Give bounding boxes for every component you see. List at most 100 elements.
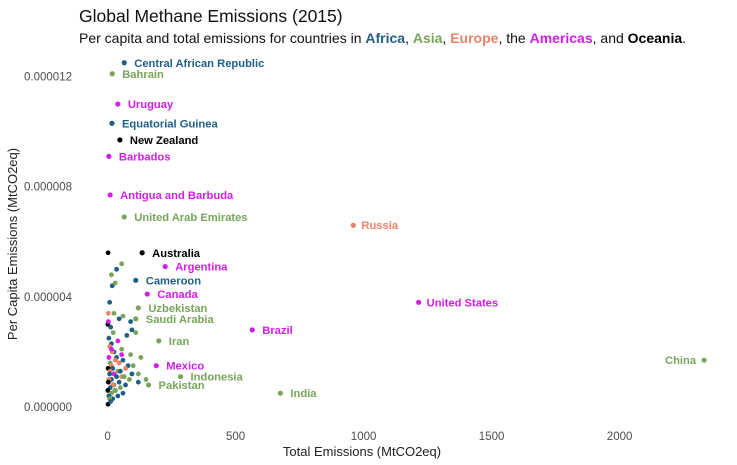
data-point [145, 382, 152, 388]
data-point [121, 374, 127, 380]
data-point [106, 355, 112, 360]
data-point [249, 327, 255, 333]
subtitle-sep: , [405, 30, 413, 46]
x-tick-label: 0 [104, 431, 110, 443]
data-point [119, 346, 125, 352]
data-point [120, 390, 126, 396]
data-point [701, 357, 707, 363]
subtitle-suffix: . [682, 30, 687, 46]
data-point [143, 377, 149, 382]
data-point [116, 360, 122, 366]
data-point [107, 299, 113, 305]
point-label: Pakistan [159, 380, 205, 392]
y-tick-label: 0.000000 [24, 402, 72, 414]
data-point [133, 330, 139, 336]
y-tick-label: 0.000012 [24, 72, 72, 84]
data-point [162, 263, 168, 270]
data-point [106, 153, 112, 159]
subtitle-sep: , the [498, 30, 530, 46]
x-axis-ticks: 0 500 1000 1500 2000 [104, 431, 632, 443]
data-point [114, 266, 119, 272]
data-point [109, 120, 115, 126]
point-label: Indonesia [191, 372, 244, 384]
data-point [119, 352, 125, 358]
point-label: Argentina [175, 262, 228, 274]
data-point [123, 382, 128, 388]
data-point [126, 377, 132, 382]
point-label: Uruguay [128, 99, 174, 111]
y-axis-ticks: 0.000000 0.000004 0.000008 0.000012 [24, 72, 73, 414]
data-point [107, 192, 113, 198]
data-point [130, 363, 136, 369]
data-point [139, 250, 145, 256]
point-label: China [665, 355, 697, 367]
point-label: Uzbekistan [148, 303, 207, 315]
data-point [350, 222, 356, 228]
data-point [109, 283, 115, 289]
data-point [129, 327, 135, 333]
x-tick-label: 1000 [351, 431, 377, 443]
point-label: Iran [169, 336, 190, 348]
point-label: Brazil [262, 325, 292, 337]
data-point [108, 399, 114, 404]
data-point [277, 390, 283, 396]
data-point [135, 379, 141, 385]
data-point [156, 338, 162, 344]
data-point [105, 250, 111, 256]
point-label: United States [427, 297, 499, 309]
point-label: Mexico [166, 361, 204, 373]
y-tick-label: 0.000004 [24, 292, 73, 304]
subtitle-prefix: Per capita and total emissions for count… [79, 30, 366, 46]
data-point [105, 379, 111, 385]
data-point [115, 393, 121, 399]
point-label: Canada [157, 289, 198, 301]
x-axis-title: Total Emissions (MtCO2eq) [283, 444, 441, 459]
point-label: United Arab Emirates [134, 212, 247, 224]
data-point [133, 316, 139, 322]
subtitle-region-americas: Americas [529, 30, 593, 46]
subtitle-region-asia: Asia [412, 30, 443, 46]
data-point [177, 374, 184, 380]
data-point [116, 316, 122, 322]
x-tick-label: 2000 [607, 431, 633, 443]
x-tick-label: 1500 [479, 431, 505, 443]
data-points [105, 60, 707, 407]
data-point [135, 305, 141, 311]
subtitle-sep: , [442, 30, 451, 46]
subtitle-region-oceania: Oceania [627, 30, 683, 46]
data-point [120, 357, 126, 363]
data-point [111, 310, 117, 316]
point-label: Saudi Arabia [146, 314, 215, 326]
data-point [105, 388, 111, 393]
data-point [416, 299, 422, 305]
data-point [133, 277, 139, 283]
point-label: New Zealand [130, 135, 199, 147]
data-point [129, 371, 135, 377]
point-label: Barbados [119, 151, 171, 163]
point-label: India [290, 388, 317, 400]
point-label: Australia [152, 248, 201, 260]
data-point [110, 330, 116, 336]
data-point [153, 363, 159, 369]
data-point [108, 324, 114, 330]
data-point [124, 332, 130, 338]
point-label: Cameroon [146, 275, 201, 287]
data-point [109, 272, 114, 278]
data-point [114, 374, 119, 380]
chart-subtitle: Per capita and total emissions for count… [79, 30, 686, 46]
point-label: Antigua and Barbuda [120, 190, 234, 202]
data-point [107, 371, 113, 377]
subtitle-region-africa: Africa [365, 30, 406, 46]
data-point [109, 71, 115, 77]
data-point [109, 346, 114, 352]
data-point [115, 338, 121, 344]
chart-title: Global Methane Emissions (2015) [79, 6, 343, 26]
subtitle-sep: , and [592, 30, 628, 46]
data-point [121, 214, 127, 220]
data-point [106, 335, 112, 341]
data-point [128, 352, 134, 358]
point-label: Central African Republic [134, 58, 264, 70]
point-label: Equatorial Guinea [122, 118, 219, 130]
data-point [116, 379, 122, 385]
